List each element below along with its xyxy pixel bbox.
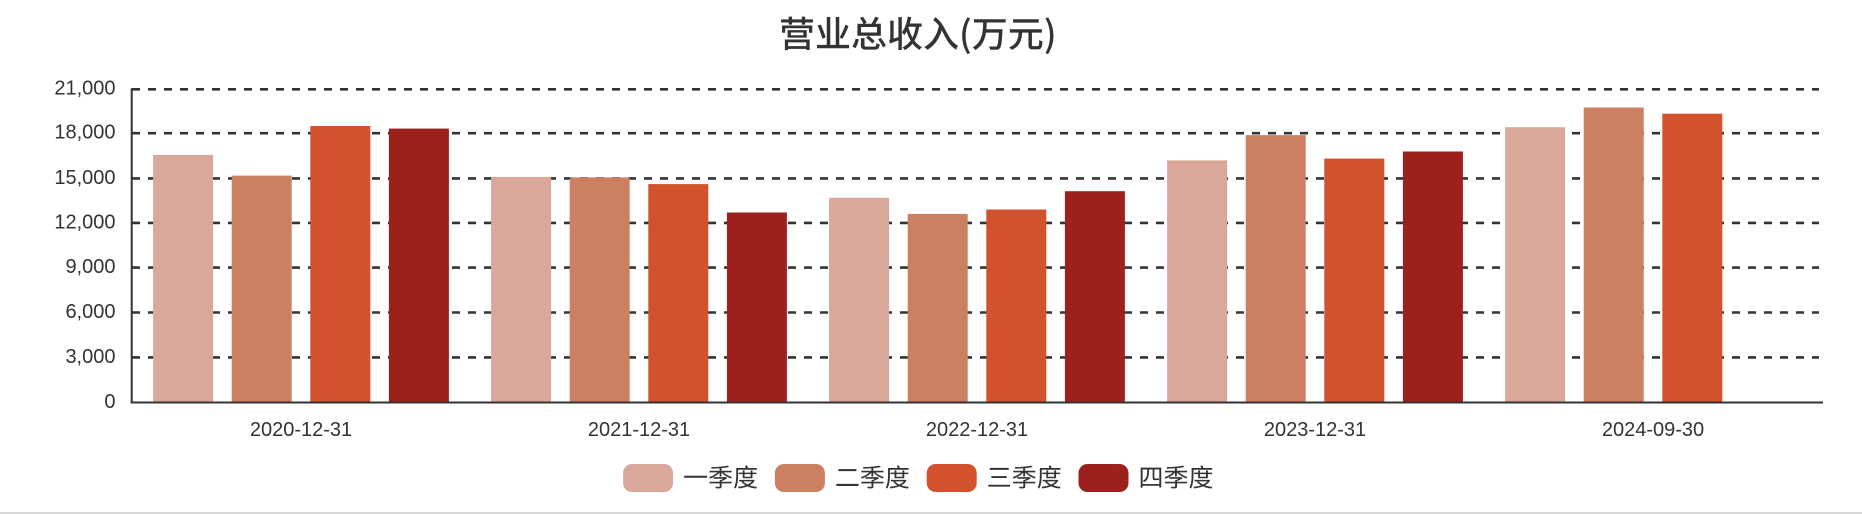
- svg-text:2020-12-31: 2020-12-31: [250, 419, 352, 441]
- svg-text:15,000: 15,000: [54, 167, 115, 189]
- svg-text:0: 0: [104, 391, 115, 413]
- svg-text:21,000: 21,000: [54, 78, 115, 100]
- svg-text:2023-12-31: 2023-12-31: [1264, 419, 1366, 441]
- svg-text:18,000: 18,000: [54, 122, 115, 144]
- svg-text:12,000: 12,000: [54, 211, 115, 233]
- svg-text:2024-09-30: 2024-09-30: [1602, 419, 1704, 441]
- svg-text:9,000: 9,000: [65, 256, 115, 278]
- svg-text:3,000: 3,000: [65, 346, 115, 368]
- svg-text:2022-12-31: 2022-12-31: [926, 419, 1028, 441]
- svg-text:6,000: 6,000: [65, 301, 115, 323]
- svg-text:2021-12-31: 2021-12-31: [588, 419, 690, 441]
